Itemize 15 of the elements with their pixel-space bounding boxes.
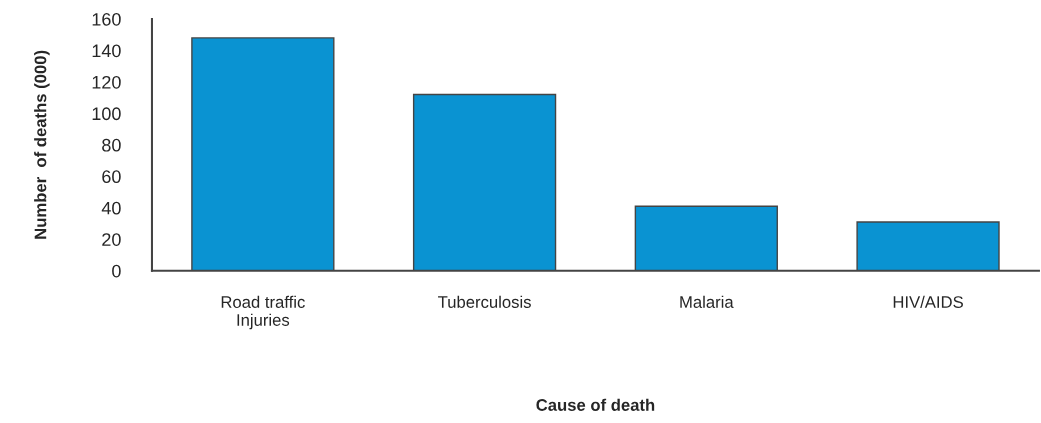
y-tick-label: 140 bbox=[92, 44, 121, 58]
y-tick-label: 120 bbox=[92, 75, 121, 89]
y-tick-label: 20 bbox=[102, 233, 121, 246]
y-tick-label: 160 bbox=[92, 12, 121, 26]
y-tick-label: 100 bbox=[92, 107, 121, 121]
y-tick-label: 80 bbox=[102, 138, 121, 152]
x-tick-label: Malaria bbox=[680, 295, 734, 308]
y-axis-title: Number of deaths (000) bbox=[34, 50, 50, 239]
x-tick-label: HIV/AIDS bbox=[893, 295, 963, 308]
x-axis-title: Cause of death bbox=[536, 398, 655, 411]
x-tick-label: Tuberculosis bbox=[438, 295, 531, 308]
y-tick-label: 60 bbox=[102, 170, 121, 184]
y-tick-label: 40 bbox=[101, 201, 121, 215]
y-tick-label: 0 bbox=[112, 264, 121, 278]
x-tick-label: Road traffic Injuries bbox=[221, 295, 305, 330]
